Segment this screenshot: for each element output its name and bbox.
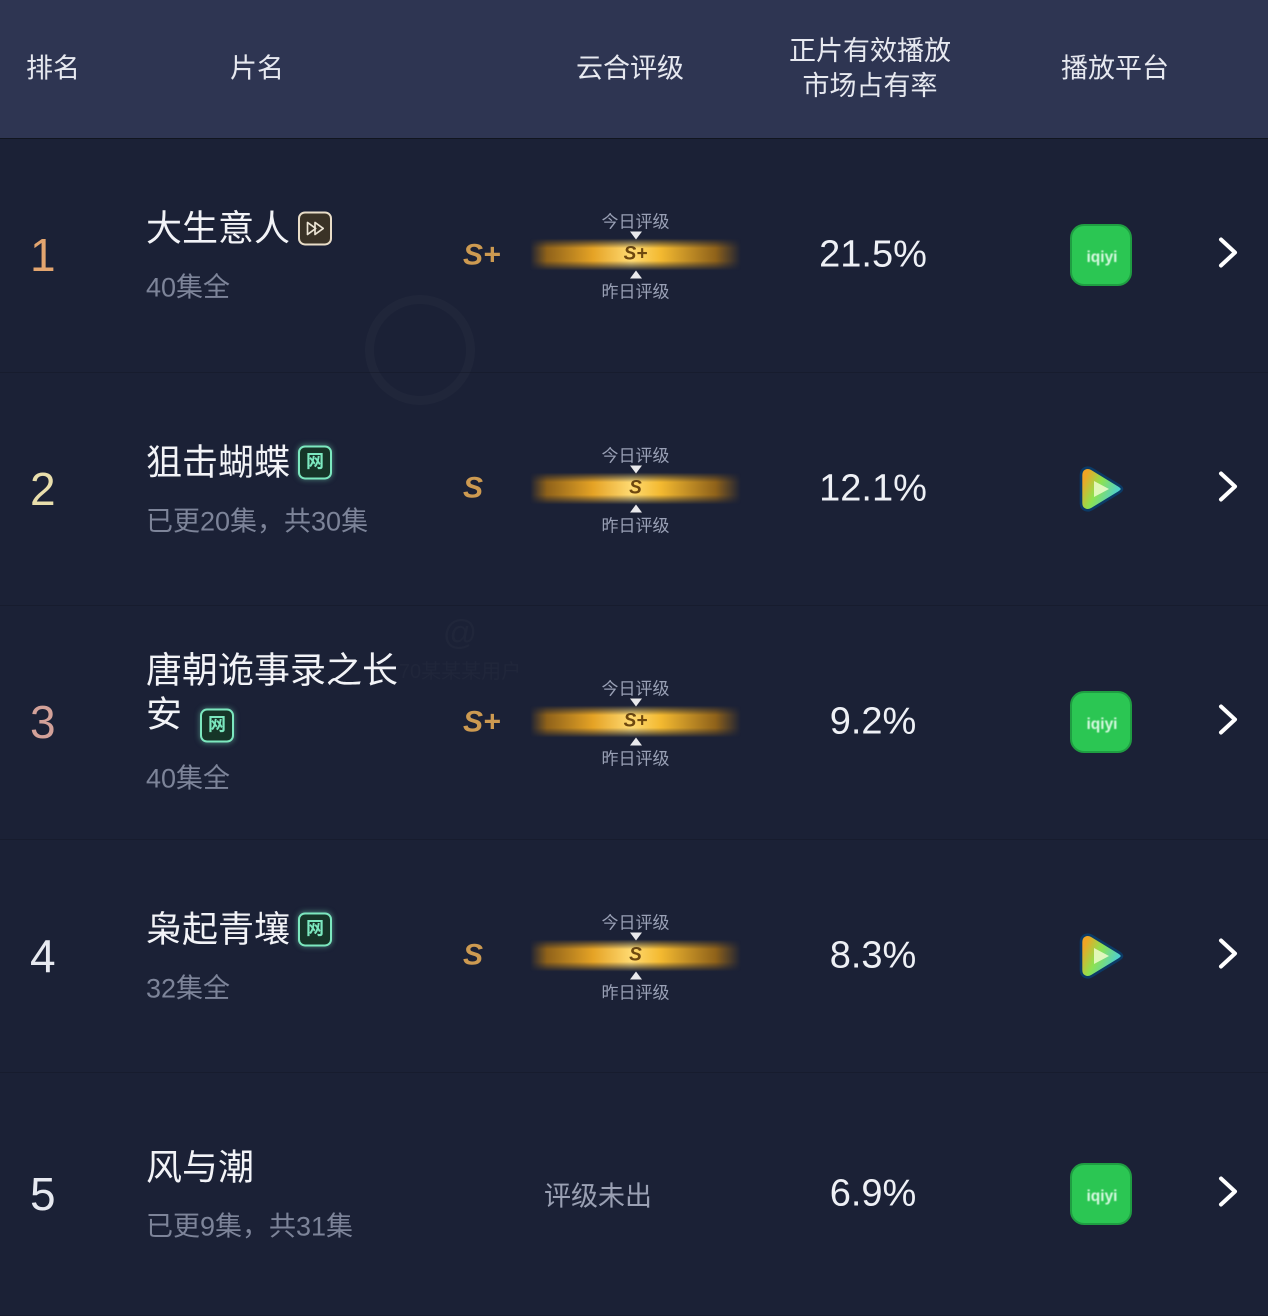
svg-text:iqiyi: iqiyi <box>1086 249 1117 266</box>
svg-text:iqiyi: iqiyi <box>1086 1188 1117 1205</box>
svg-text:iqiyi: iqiyi <box>1086 716 1117 733</box>
